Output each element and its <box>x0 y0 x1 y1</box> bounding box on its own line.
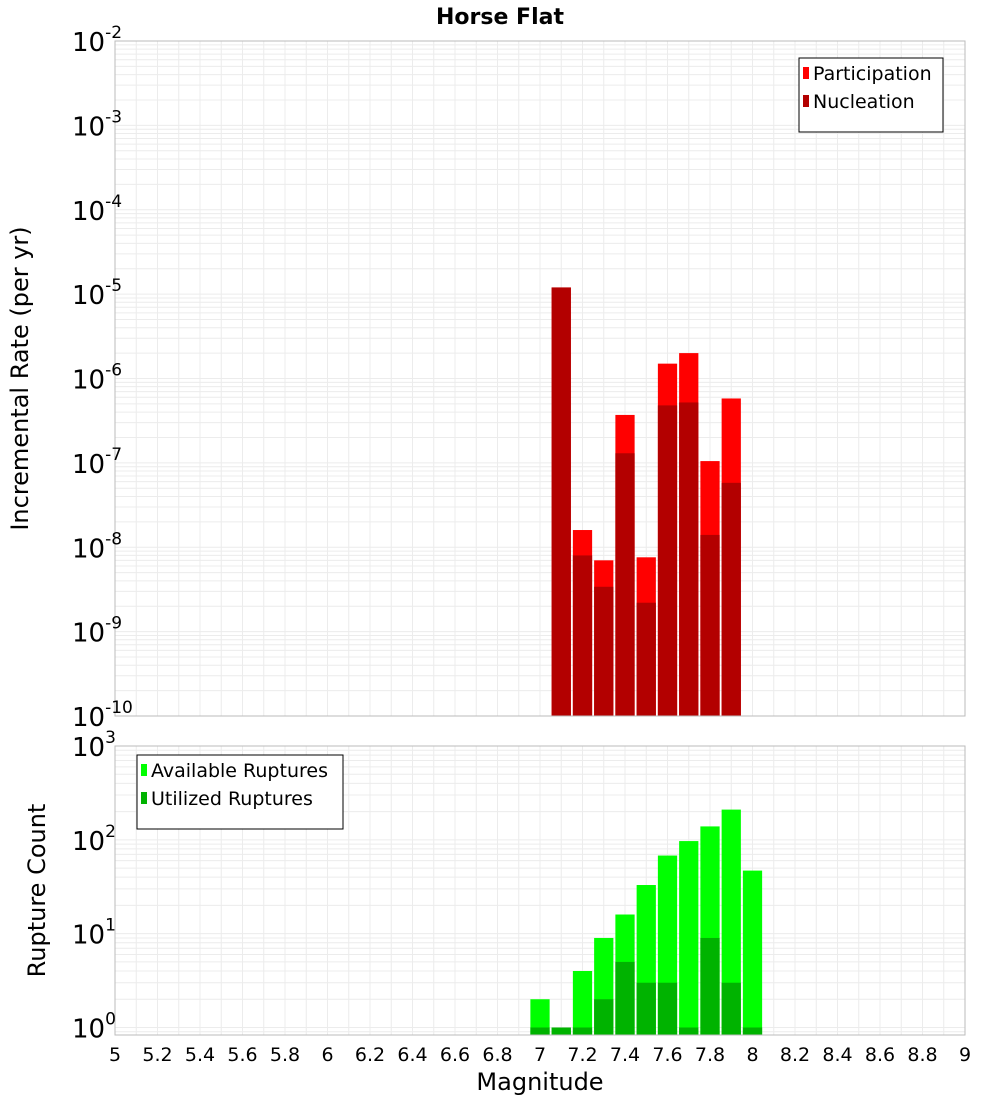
y-tick-label: 10-9 <box>72 614 122 649</box>
x-axis-title: Magnitude <box>476 1068 603 1096</box>
bar-utilized-ruptures <box>721 982 741 1035</box>
x-tick-label: 5.4 <box>185 1044 215 1066</box>
x-tick-label: 8.6 <box>865 1044 895 1066</box>
x-tick-label: 8.4 <box>822 1044 852 1066</box>
x-tick-label: 5.6 <box>227 1044 257 1066</box>
x-tick-label: 6.8 <box>482 1044 512 1066</box>
y-tick-label: 103 <box>72 728 116 763</box>
x-tick-label: 7.2 <box>567 1044 597 1066</box>
x-tick-label: 9 <box>959 1044 971 1066</box>
y-tick-label: 10-5 <box>72 276 122 311</box>
bar-available-ruptures <box>721 809 741 1035</box>
legend-entry: Nucleation <box>813 91 915 113</box>
bar-nucleation <box>594 586 614 716</box>
y-tick-label: 10-8 <box>72 529 122 564</box>
x-tick-label: 7.4 <box>610 1044 640 1066</box>
plot-frame <box>114 40 966 717</box>
y-tick-label: 10-7 <box>72 445 122 480</box>
y-tick-label: 100 <box>72 1009 116 1044</box>
x-tick-label: 6 <box>321 1044 333 1066</box>
x-tick-label: 5.2 <box>142 1044 172 1066</box>
bar-nucleation <box>679 402 699 716</box>
legend-swatch <box>803 67 809 79</box>
y-axis-title: Incremental Rate (per yr) <box>6 226 34 530</box>
bar-nucleation <box>572 555 593 716</box>
bar-available-ruptures <box>530 999 550 1035</box>
bar-nucleation <box>636 602 656 716</box>
legend-swatch <box>803 95 809 107</box>
x-tick-label: 7.6 <box>652 1044 682 1066</box>
bar-utilized-ruptures <box>594 999 614 1035</box>
x-tick-label: 6.6 <box>440 1044 470 1066</box>
bar-utilized-ruptures <box>530 1027 550 1035</box>
plot-frame <box>114 745 966 1036</box>
y-tick-label: 102 <box>72 822 116 857</box>
bar-utilized-ruptures <box>615 961 635 1035</box>
bar-utilized-ruptures <box>657 982 678 1035</box>
x-tick-label: 8.2 <box>780 1044 810 1066</box>
bar-utilized-ruptures <box>742 1027 763 1035</box>
y-tick-label: 10-3 <box>72 107 122 142</box>
chart-title: Horse Flat <box>436 5 564 30</box>
bar-nucleation <box>551 287 571 716</box>
x-tick-label: 5.8 <box>270 1044 300 1066</box>
bar-utilized-ruptures <box>700 937 720 1035</box>
y-tick-label: 10-10 <box>72 698 133 733</box>
x-tick-label: 5 <box>109 1044 121 1066</box>
y-tick-label: 10-6 <box>72 361 122 396</box>
bar-nucleation <box>700 534 720 716</box>
bar-utilized-ruptures <box>679 1027 699 1035</box>
bar-utilized-ruptures <box>636 982 656 1035</box>
legend-entry: Utilized Ruptures <box>151 788 313 810</box>
bar-available-ruptures <box>742 870 763 1035</box>
bar-utilized-ruptures <box>572 1027 593 1035</box>
x-tick-label: 6.4 <box>397 1044 427 1066</box>
bar-available-ruptures <box>679 841 699 1035</box>
x-tick-label: 8.8 <box>907 1044 937 1066</box>
bar-nucleation <box>657 405 678 716</box>
y-tick-label: 101 <box>72 916 116 951</box>
y-tick-label: 10-4 <box>72 192 122 227</box>
x-tick-label: 7.8 <box>695 1044 725 1066</box>
legend-swatch <box>141 792 147 804</box>
bar-nucleation <box>721 482 741 716</box>
y-tick-label: 10-2 <box>72 23 122 58</box>
legend-entry: Participation <box>813 63 932 85</box>
x-tick-label: 6.2 <box>355 1044 385 1066</box>
y-axis-title: Rupture Count <box>23 804 51 978</box>
legend-box <box>136 754 344 830</box>
bar-nucleation <box>615 453 635 716</box>
legend-box <box>798 57 944 133</box>
legend-swatch <box>141 764 147 776</box>
legend-entry: Available Ruptures <box>151 760 328 782</box>
bar-utilized-ruptures <box>551 1027 571 1035</box>
x-tick-label: 7 <box>534 1044 546 1066</box>
bar-available-ruptures <box>572 971 593 1035</box>
x-tick-label: 8 <box>746 1044 758 1066</box>
